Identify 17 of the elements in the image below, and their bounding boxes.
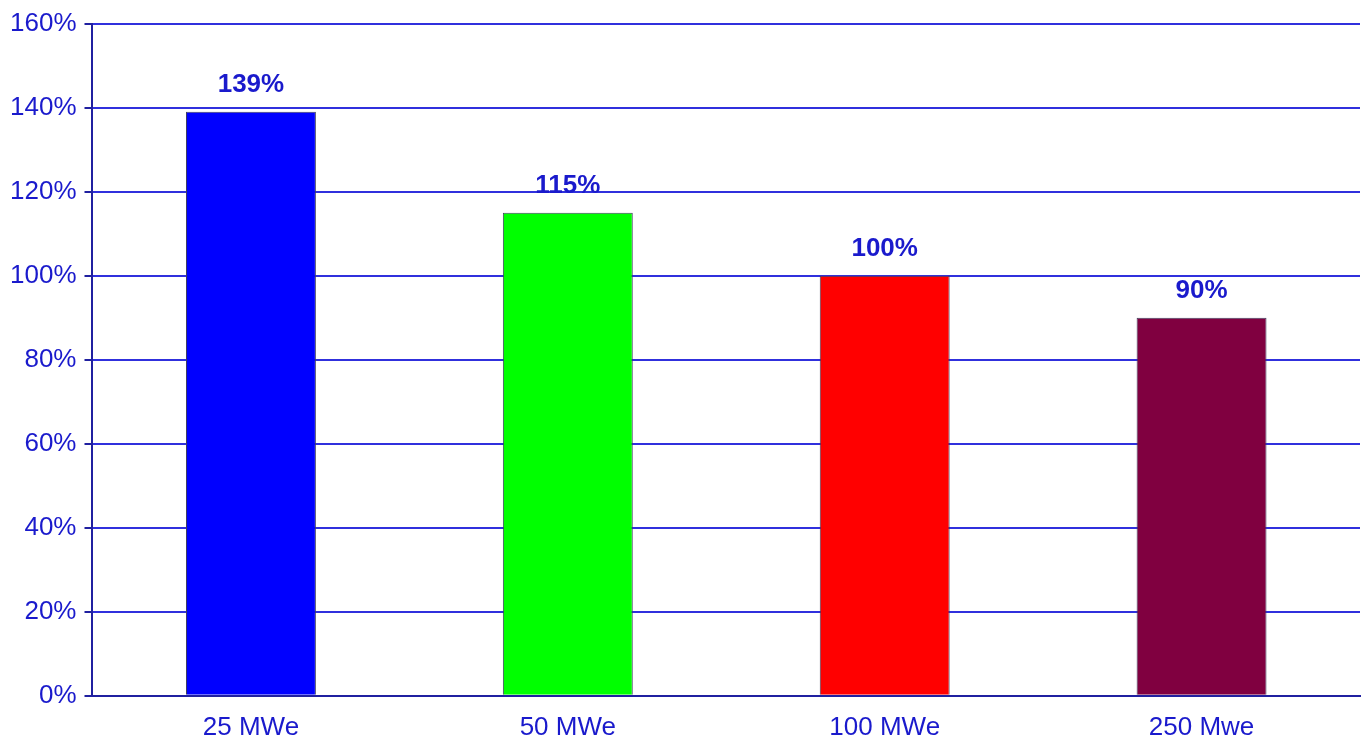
y-tick-label: 60% <box>24 426 77 457</box>
data-label: 115% <box>535 168 601 199</box>
y-tick-label: 120% <box>10 174 77 205</box>
x-tick-label: 250 Mwe <box>1148 710 1255 741</box>
x-tick-label: 100 MWe <box>829 710 941 741</box>
x-tick-label: 50 MWe <box>519 710 616 741</box>
y-tick-label: 100% <box>10 258 77 289</box>
data-label: 139% <box>217 68 285 98</box>
y-tick-label: 140% <box>10 90 77 121</box>
y-tick-label: 80% <box>24 342 77 373</box>
data-label: 100% <box>851 231 918 262</box>
y-tick-label: 0% <box>38 678 77 709</box>
y-tick-label: 160% <box>10 6 77 37</box>
data-label: 90% <box>1175 273 1228 304</box>
y-tick-label: 20% <box>24 594 77 625</box>
x-tick-label: 25 MWe <box>202 710 300 741</box>
y-tick-label: 40% <box>24 510 77 541</box>
